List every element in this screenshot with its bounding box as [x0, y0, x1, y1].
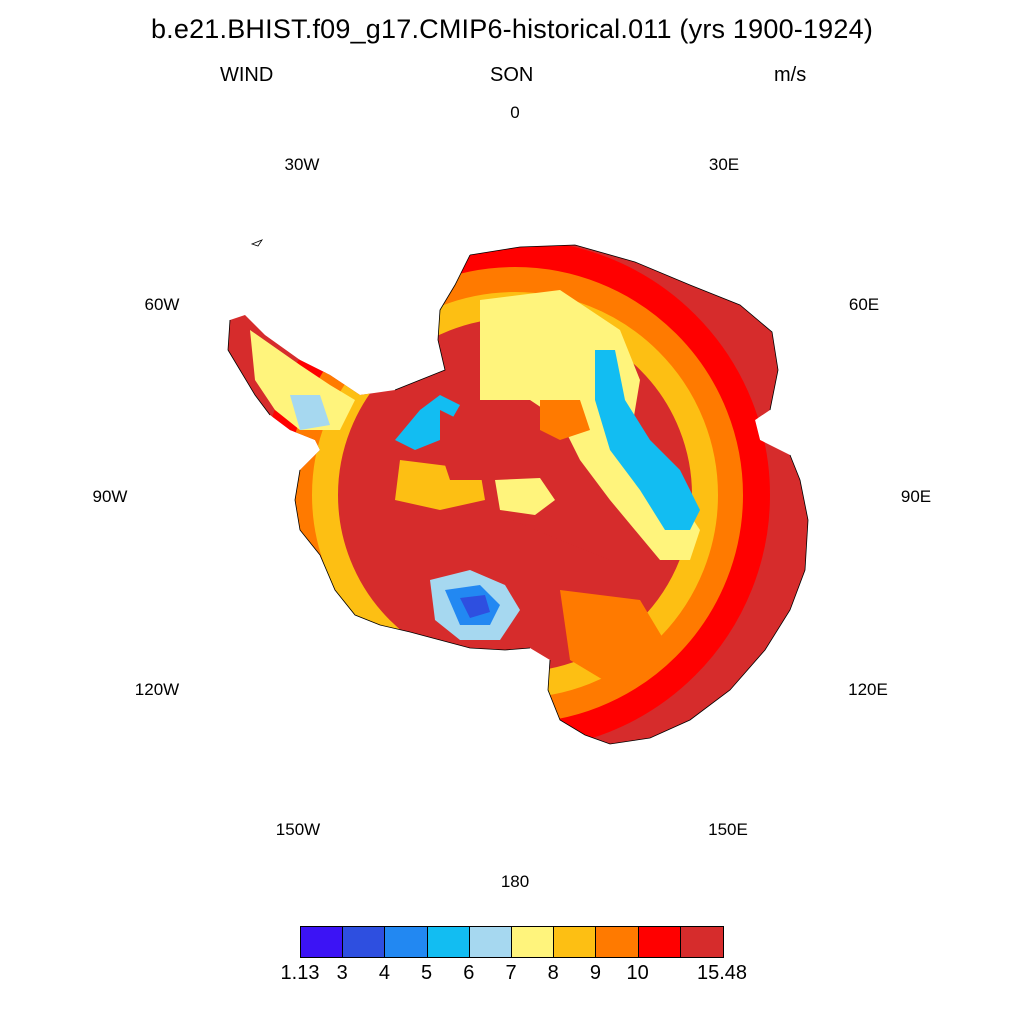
units-label: m/s [774, 64, 807, 86]
peninsula-light-blue [290, 395, 330, 430]
colorbar-box-3 [427, 927, 470, 957]
deep-blue-ross-core [460, 595, 490, 618]
colorbar-label: 6 [463, 962, 475, 984]
west-red-lobe [440, 410, 500, 480]
southwest-red-lobe [420, 515, 610, 600]
colorbar [300, 926, 724, 958]
lon-label-150e: 150E [708, 820, 748, 839]
variable-label: WIND [220, 64, 274, 86]
colorbar-box-2 [385, 927, 428, 957]
colorbar-label: 9 [589, 962, 601, 984]
lon-label-0: 0 [510, 103, 520, 122]
lon-label-150w: 150W [275, 820, 321, 839]
colorbar-box-8 [638, 927, 681, 957]
wind-speed-field [228, 245, 808, 744]
season-label: SON [490, 64, 534, 86]
colorbar-box-4 [469, 927, 512, 957]
lon-label-30e: 30E [708, 155, 740, 174]
peninsula-yellow [250, 330, 355, 430]
lon-label-120w: 120W [134, 680, 180, 699]
colorbar-box-0 [301, 927, 344, 957]
coastline [227, 244, 809, 745]
colorbar-label: 7 [505, 962, 517, 984]
pole-yellow [495, 478, 555, 515]
colorbar-label: 1.13 [280, 962, 320, 984]
colorbar-label: 4 [378, 962, 390, 984]
colorbar-label: 5 [421, 962, 433, 984]
inner-orange-patch [540, 400, 590, 440]
blue-patch-peninsula [395, 395, 460, 450]
lon-label-90w: 90W [92, 487, 128, 506]
colorbar-box-7 [596, 927, 639, 957]
plot-title: b.e21.BHIST.f09_g17.CMIP6-historical.011… [150, 14, 874, 44]
colorbar-box-1 [343, 927, 386, 957]
colorbar-label: 10 [626, 962, 649, 984]
lon-label-90e: 90E [900, 487, 932, 506]
lon-label-60w: 60W [144, 295, 180, 314]
island-outline [250, 239, 264, 247]
lon-label-120e: 120E [848, 680, 888, 699]
colorbar-box-6 [554, 927, 597, 957]
blue-channel-east [595, 350, 700, 530]
lon-label-60e: 60E [848, 295, 880, 314]
lon-label-180: 180 [500, 872, 530, 891]
colorbar-label: 8 [547, 962, 559, 984]
colorbar-box-5 [511, 927, 555, 957]
lon-label-30w: 30W [284, 155, 320, 174]
colorbar-label: 3 [336, 962, 348, 984]
colorbar-label: 15.48 [696, 962, 748, 984]
colorbar-box-9 [680, 927, 723, 957]
southeast-orange [560, 590, 670, 690]
